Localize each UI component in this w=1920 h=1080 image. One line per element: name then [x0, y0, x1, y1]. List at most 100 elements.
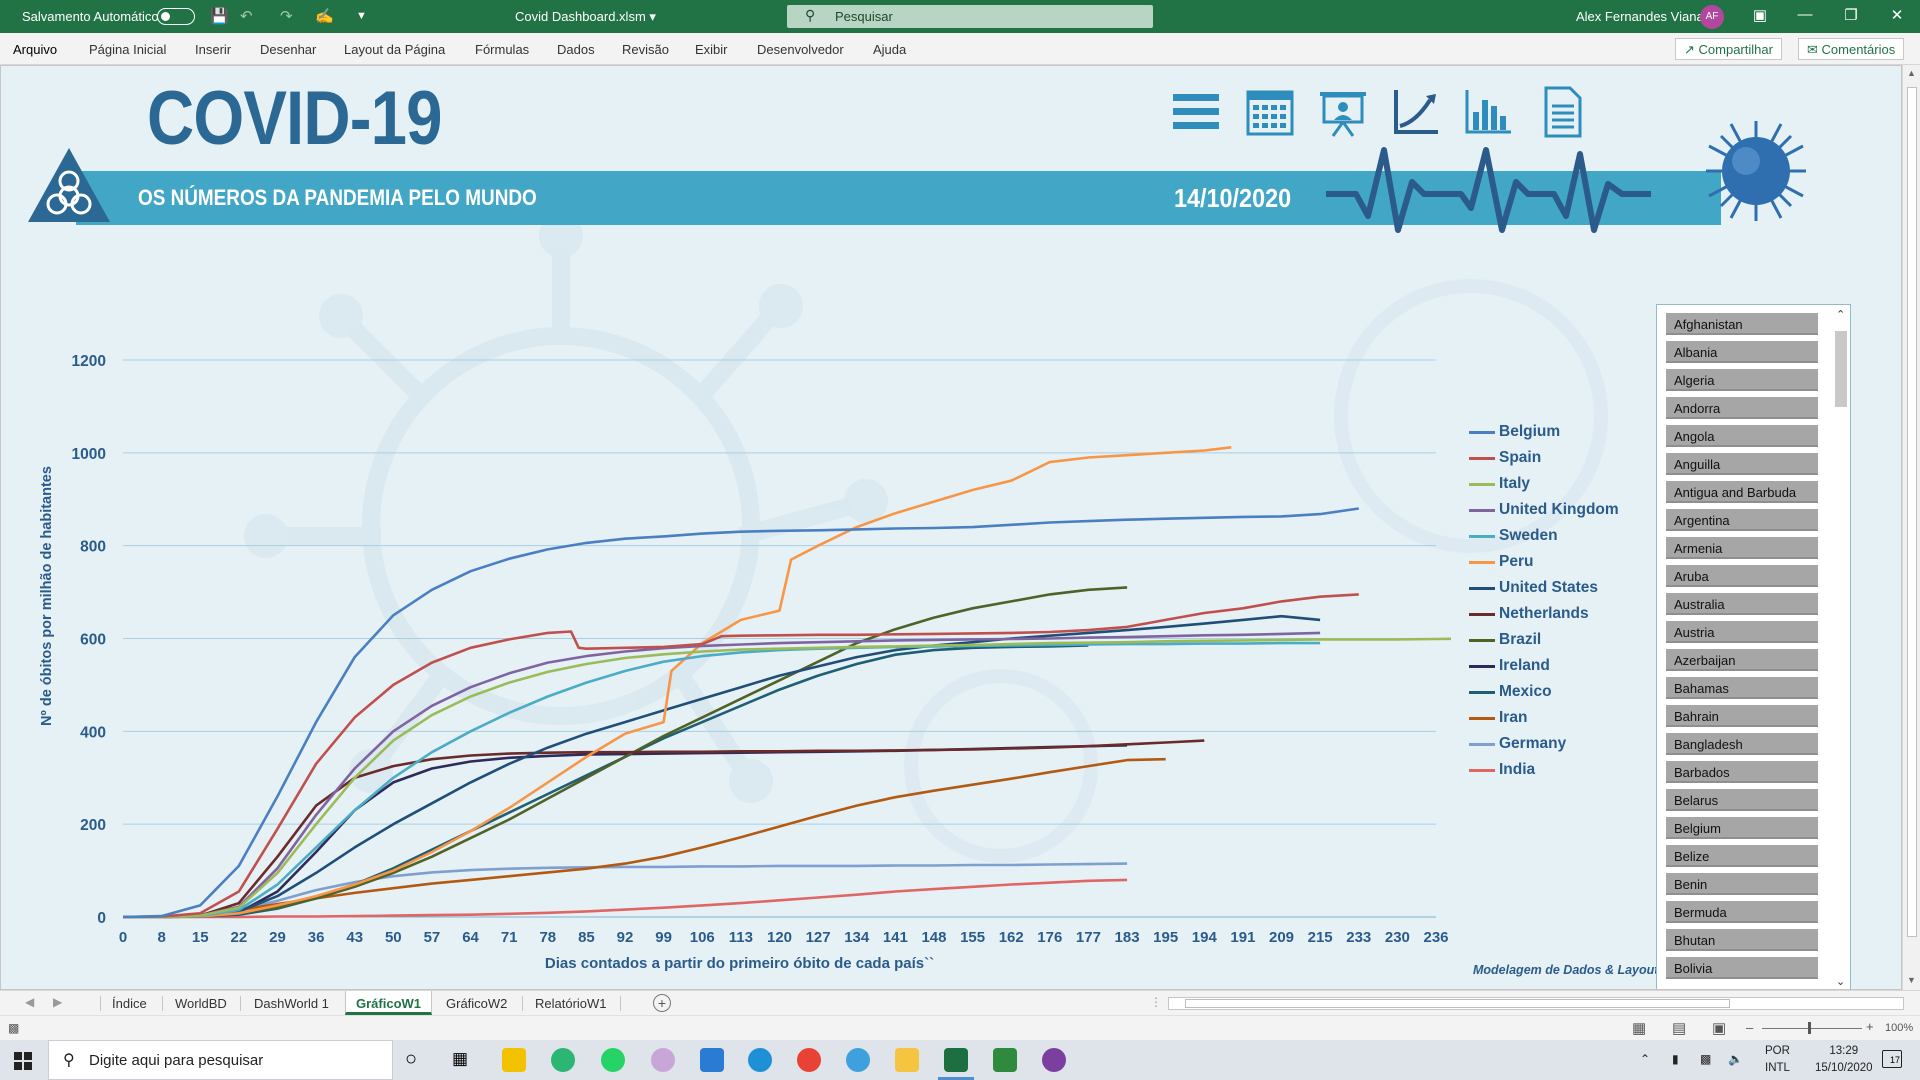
excel-icon[interactable]	[944, 1048, 968, 1072]
share-button[interactable]: ↗ Compartilhar	[1675, 38, 1782, 60]
language-indicator[interactable]: POR INTL	[1765, 1045, 1790, 1074]
volume-icon[interactable]: 🔈	[1728, 1052, 1743, 1066]
notifications-icon[interactable]: 17	[1882, 1050, 1902, 1068]
sheet-tab-graficow1[interactable]: GráficoW1	[345, 991, 433, 1015]
sheet-tab-worldbd[interactable]: WorldBD	[175, 996, 227, 1011]
zoom-slider[interactable]	[1762, 1028, 1862, 1029]
prev-sheet-icon[interactable]: ◀	[25, 995, 35, 1009]
country-button-azerbaijan[interactable]: Azerbaijan	[1666, 649, 1818, 671]
task-view-icon[interactable]: ▦	[452, 1049, 469, 1068]
menu-icon[interactable]	[1171, 86, 1223, 138]
comments-button[interactable]: ✉ Comentários	[1798, 38, 1905, 60]
user-name[interactable]: Alex Fernandes Viana	[1576, 9, 1704, 24]
country-button-belize[interactable]: Belize	[1666, 845, 1818, 867]
tab-desenhar[interactable]: Desenhar	[260, 42, 317, 57]
chrome-icon[interactable]	[797, 1048, 821, 1072]
scroll-up-icon[interactable]: ⌃	[1836, 309, 1846, 321]
sticky-notes-icon[interactable]	[502, 1048, 526, 1072]
country-button-afghanistan[interactable]: Afghanistan	[1666, 313, 1818, 335]
country-button-austria[interactable]: Austria	[1666, 621, 1818, 643]
country-button-australia[interactable]: Australia	[1666, 593, 1818, 615]
cortana-icon[interactable]: ○	[405, 1048, 418, 1070]
windows-start-icon[interactable]	[14, 1052, 32, 1070]
country-button-albania[interactable]: Albania	[1666, 341, 1818, 363]
country-list-scrollbar[interactable]: ⌃ ⌄	[1832, 305, 1850, 989]
minimize-icon[interactable]: —	[1797, 6, 1813, 23]
show-hidden-icons-icon[interactable]: ⌃	[1640, 1052, 1651, 1066]
customize-toolbar-icon[interactable]: ▼	[356, 10, 367, 22]
scroll-up-icon[interactable]: ▲	[1907, 68, 1916, 78]
macro-record-icon[interactable]: ▩	[8, 1021, 20, 1035]
restore-icon[interactable]: ❐	[1844, 7, 1858, 24]
touch-mode-icon[interactable]: ✍	[315, 8, 334, 25]
internet-explorer-icon[interactable]	[846, 1048, 870, 1072]
trend-chart-icon[interactable]	[1390, 86, 1442, 138]
ribbon-display-icon[interactable]: ▣	[1752, 7, 1768, 24]
scroll-down-icon[interactable]: ⌄	[1836, 976, 1846, 988]
country-button-angola[interactable]: Angola	[1666, 425, 1818, 447]
whatsapp-icon[interactable]	[601, 1048, 625, 1072]
country-button-algeria[interactable]: Algeria	[1666, 369, 1818, 391]
country-button-bolivia[interactable]: Bolivia	[1666, 957, 1818, 979]
country-button-argentina[interactable]: Argentina	[1666, 509, 1818, 531]
tab-ajuda[interactable]: Ajuda	[873, 42, 907, 57]
country-button-bermuda[interactable]: Bermuda	[1666, 901, 1818, 923]
tab-revisao[interactable]: Revisão	[622, 42, 669, 57]
sheet-tab-indice[interactable]: Índice	[112, 996, 147, 1011]
presentation-icon[interactable]	[1317, 86, 1369, 138]
country-button-armenia[interactable]: Armenia	[1666, 537, 1818, 559]
file-name[interactable]: Covid Dashboard.xlsm ▾	[515, 9, 656, 24]
sheet-vertical-scrollbar[interactable]: ▲ ▼	[1902, 65, 1920, 990]
page-break-view-icon[interactable]: ▣	[1712, 1020, 1727, 1037]
scroll-thumb[interactable]	[1835, 331, 1847, 407]
sheet-tab-dashworld1[interactable]: DashWorld 1	[254, 996, 329, 1011]
close-icon[interactable]: ✕	[1890, 7, 1904, 24]
edge-icon[interactable]	[748, 1048, 772, 1072]
battery-icon[interactable]: ▮	[1672, 1052, 1679, 1066]
tab-splitter-icon[interactable]: ⋮	[1150, 995, 1162, 1009]
sheet-tab-graficow2[interactable]: GráficoW2	[446, 996, 508, 1011]
country-button-bhutan[interactable]: Bhutan	[1666, 929, 1818, 951]
zoom-out-icon[interactable]: –	[1746, 1020, 1754, 1035]
system-clock[interactable]: 13:29 15/10/2020	[1815, 1045, 1873, 1074]
scroll-down-icon[interactable]: ▼	[1907, 975, 1916, 985]
tab-exibir[interactable]: Exibir	[695, 42, 728, 57]
tab-layout[interactable]: Layout da Página	[344, 42, 446, 57]
country-button-aruba[interactable]: Aruba	[1666, 565, 1818, 587]
country-button-andorra[interactable]: Andorra	[1666, 397, 1818, 419]
redo-icon[interactable]: ↷	[280, 8, 293, 25]
tab-arquivo[interactable]: Arquivo	[13, 42, 58, 57]
calendar-icon[interactable]	[1244, 86, 1296, 138]
zoom-slider-thumb[interactable]	[1808, 1022, 1811, 1034]
app-icon[interactable]	[1042, 1048, 1066, 1072]
save-icon[interactable]: 💾	[210, 8, 229, 25]
tab-pagina-inicial[interactable]: Página Inicial	[89, 42, 167, 57]
country-button-belarus[interactable]: Belarus	[1666, 789, 1818, 811]
country-button-anguilla[interactable]: Anguilla	[1666, 453, 1818, 475]
undo-icon[interactable]: ↶	[240, 8, 253, 25]
add-sheet-button[interactable]: +	[653, 994, 671, 1012]
zoom-level[interactable]: 100%	[1885, 1022, 1914, 1034]
app-icon[interactable]	[551, 1048, 575, 1072]
zoom-in-icon[interactable]: +	[1866, 1019, 1874, 1034]
bar-chart-icon[interactable]	[1463, 86, 1515, 138]
country-button-bangladesh[interactable]: Bangladesh	[1666, 733, 1818, 755]
country-button-antigua-and-barbuda[interactable]: Antigua and Barbuda	[1666, 481, 1818, 503]
horizontal-scrollbar[interactable]	[1168, 997, 1904, 1010]
scroll-thumb[interactable]	[1907, 87, 1917, 937]
app-icon[interactable]	[651, 1048, 675, 1072]
country-button-barbados[interactable]: Barbados	[1666, 761, 1818, 783]
country-button-bahrain[interactable]: Bahrain	[1666, 705, 1818, 727]
autosave-toggle[interactable]	[157, 8, 195, 25]
next-sheet-icon[interactable]: ▶	[53, 995, 63, 1009]
tab-formulas[interactable]: Fórmulas	[475, 42, 530, 57]
search-box[interactable]: ⚲ Pesquisar	[787, 5, 1153, 28]
page-layout-view-icon[interactable]: ▤	[1672, 1020, 1687, 1037]
tab-inserir[interactable]: Inserir	[195, 42, 232, 57]
normal-view-icon[interactable]: ▦	[1632, 1020, 1647, 1037]
taskbar-search[interactable]: ⚲ Digite aqui para pesquisar	[48, 1040, 393, 1080]
document-icon[interactable]	[1536, 86, 1588, 138]
mail-icon[interactable]	[700, 1048, 724, 1072]
sheet-tab-relatoriow1[interactable]: RelatórioW1	[535, 996, 607, 1011]
app-icon[interactable]	[993, 1048, 1017, 1072]
